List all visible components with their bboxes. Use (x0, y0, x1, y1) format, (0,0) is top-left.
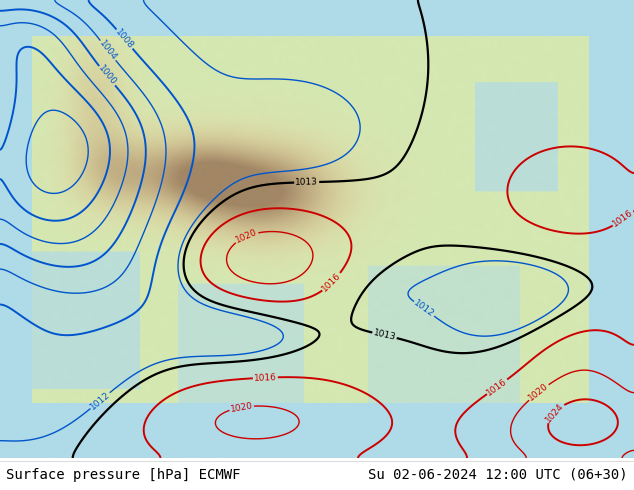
Text: 1020: 1020 (527, 382, 550, 403)
Text: 1013: 1013 (295, 177, 318, 187)
Text: 1013: 1013 (372, 328, 397, 342)
Text: Surface pressure [hPa] ECMWF: Surface pressure [hPa] ECMWF (6, 467, 241, 482)
Text: 1016: 1016 (254, 373, 277, 383)
Text: 1016: 1016 (485, 376, 509, 397)
Text: Su 02-06-2024 12:00 UTC (06+30): Su 02-06-2024 12:00 UTC (06+30) (368, 467, 628, 482)
Text: 1020: 1020 (230, 401, 254, 414)
Text: 1016: 1016 (611, 208, 634, 229)
Text: 1012: 1012 (88, 390, 112, 412)
Text: 1016: 1016 (321, 271, 343, 294)
Text: 1000: 1000 (96, 64, 118, 88)
Text: 1012: 1012 (412, 298, 436, 319)
Text: 1008: 1008 (113, 27, 135, 51)
Text: 1004: 1004 (98, 39, 119, 62)
Text: 1020: 1020 (234, 228, 259, 245)
Text: 1024: 1024 (543, 401, 566, 424)
